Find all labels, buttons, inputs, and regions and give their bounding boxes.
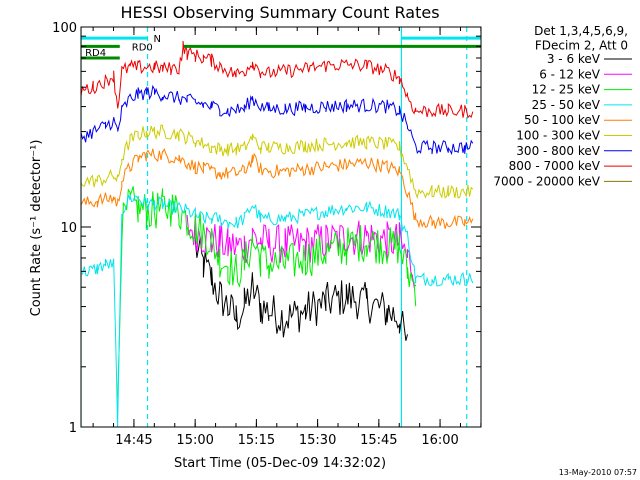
timestamp: 13-May-2010 07:57 <box>559 468 637 477</box>
plot-area <box>81 27 481 427</box>
legend-label-2: 12 - 25 keV <box>532 83 601 97</box>
legend-label-3: 25 - 50 keV <box>532 98 601 112</box>
series-line-5 <box>81 124 474 200</box>
series-line-4 <box>81 147 474 229</box>
series-line-7 <box>81 40 474 119</box>
legend-label-1: 6 - 12 keV <box>539 67 601 81</box>
legend-label-0: 3 - 6 keV <box>547 52 601 66</box>
legend-label-6: 300 - 800 keV <box>516 144 600 158</box>
y-tick-label-2: 100 <box>52 21 77 36</box>
x-tick-label-2: 15:15 <box>238 433 275 448</box>
legend-label-4: 50 - 100 keV <box>524 113 601 127</box>
series-line-1 <box>186 214 417 288</box>
series-line-0 <box>194 237 408 341</box>
flag-label-0: N <box>154 34 161 45</box>
x-tick-label-3: 15:30 <box>299 433 336 448</box>
legend-header-1: FDecim 2, Att 0 <box>535 39 628 53</box>
x-tick-label-0: 14:45 <box>115 433 152 448</box>
y-tick-label-0: 1 <box>69 421 77 436</box>
series-line-3 <box>81 194 474 427</box>
series-line-6 <box>81 84 474 156</box>
chart-title: HESSI Observing Summary Count Rates <box>120 3 439 22</box>
x-axis-label: Start Time (05-Dec-09 14:32:02) <box>174 456 386 471</box>
flag-label-2: RD4 <box>85 48 106 59</box>
legend-header-0: Det 1,3,4,5,6,9, <box>534 24 628 38</box>
legend-label-7: 800 - 7000 keV <box>509 159 601 173</box>
legend-label-5: 100 - 300 keV <box>516 129 600 143</box>
legend: Det 1,3,4,5,6,9,FDecim 2, Att 03 - 6 keV… <box>493 24 632 188</box>
plot-frame <box>80 26 482 428</box>
y-axis-label: Count Rate (s⁻¹ detector⁻¹) <box>29 140 44 317</box>
x-tick-label-1: 15:00 <box>176 433 213 448</box>
legend-label-8: 7000 - 20000 keV <box>493 174 600 188</box>
flag-label-1: RD0 <box>132 42 153 53</box>
y-tick-label-1: 10 <box>60 221 77 236</box>
x-tick-label-4: 15:45 <box>360 433 397 448</box>
x-tick-label-5: 16:00 <box>421 433 458 448</box>
